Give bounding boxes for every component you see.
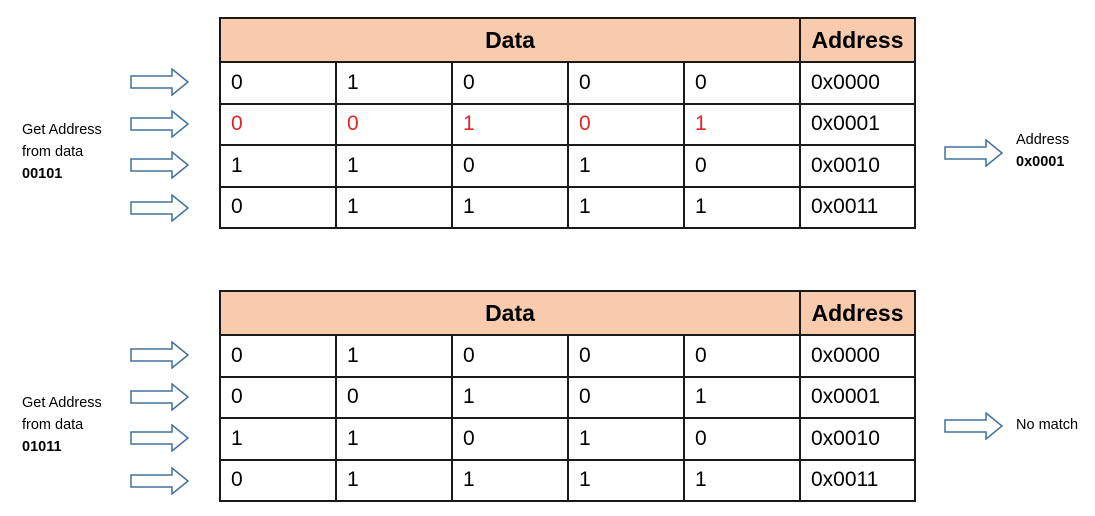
result-label: Address 0x0001 [1016,129,1069,173]
data-bit-cell: 0 [683,61,801,105]
data-bit-cell: 0 [219,61,337,105]
data-bit-cell: 1 [219,417,337,461]
data-bit-cell: 1 [219,144,337,188]
query-label: Get Address from data 01011 [22,392,102,458]
right-arrow-icon [130,68,190,96]
cam-panel-2: Data Address 0 1 0 0 0 0x0000 0 0 1 0 1 … [0,273,1095,513]
address-cell: 0x0010 [799,144,916,188]
data-bit-cell-match: 1 [451,102,569,146]
data-bit-cell: 1 [335,144,453,188]
data-bit-cell: 0 [683,144,801,188]
data-bit-cell: 0 [451,144,569,188]
data-bit-cell: 1 [335,185,453,229]
result-address: 0x0001 [1016,154,1065,170]
data-bit-cell: 1 [335,458,453,502]
data-bit-cell: 1 [567,417,685,461]
right-arrow-icon [130,383,190,411]
table-header-row: Data Address [219,290,916,336]
data-bit-cell: 0 [219,334,337,378]
data-bit-cell: 0 [335,375,453,419]
data-bit-cell: 0 [451,61,569,105]
data-bit-cell: 0 [219,185,337,229]
result-label: No match [1016,414,1078,436]
data-bit-cell-match: 0 [567,102,685,146]
right-arrow-icon [130,424,190,452]
data-bit-cell-match: 0 [219,102,337,146]
query-label-line1: Get Address [22,122,102,138]
right-arrow-icon [130,110,190,138]
data-bit-cell: 1 [335,417,453,461]
data-bit-cell: 1 [567,458,685,502]
result-text: No match [1016,417,1079,433]
address-header: Address [799,17,916,63]
data-bit-cell-match: 0 [335,102,453,146]
table-header-row: Data Address [219,17,916,63]
result-text: Address [1016,132,1070,148]
data-bit-cell: 1 [567,185,685,229]
data-bit-cell: 0 [567,375,685,419]
query-bits: 01011 [22,439,62,455]
right-arrow-icon [130,467,190,495]
data-header: Data [219,290,801,336]
data-bit-cell: 1 [451,185,569,229]
address-cell: 0x0010 [799,417,916,461]
right-arrow-icon [130,194,190,222]
data-bit-cell: 1 [683,185,801,229]
right-arrow-icon [130,151,190,179]
data-bit-cell: 1 [683,458,801,502]
data-bit-cell: 0 [683,417,801,461]
address-header: Address [799,290,916,336]
query-label: Get Address from data 00101 [22,119,102,185]
address-cell: 0x0000 [799,334,916,378]
data-bit-cell: 1 [451,458,569,502]
address-cell: 0x0000 [799,61,916,105]
table-row-match: 0 0 1 0 1 0x0001 [219,102,916,146]
data-bit-cell-match: 1 [683,102,801,146]
table-row: 0 1 1 1 1 0x0011 [219,458,916,502]
query-label-line2: from data [22,417,84,433]
data-bit-cell: 1 [567,144,685,188]
data-bit-cell: 0 [683,334,801,378]
data-bit-cell: 0 [567,334,685,378]
table-row: 1 1 0 1 0 0x0010 [219,417,916,461]
table-row: 1 1 0 1 0 0x0010 [219,144,916,188]
address-cell: 0x0001 [799,102,916,146]
table-row: 0 1 0 0 0 0x0000 [219,334,916,378]
data-bit-cell: 1 [683,375,801,419]
data-bit-cell: 1 [335,334,453,378]
data-bit-cell: 0 [451,417,569,461]
address-cell: 0x0011 [799,458,916,502]
right-arrow-icon [944,411,1004,441]
data-bit-cell: 0 [451,334,569,378]
query-bits: 00101 [22,166,63,182]
table-row: 0 0 1 0 1 0x0001 [219,375,916,419]
data-bit-cell: 0 [219,458,337,502]
query-label-line1: Get Address [22,395,102,411]
cam-table: Data Address 0 1 0 0 0 0x0000 0 0 1 0 1 … [219,17,916,229]
data-bit-cell: 1 [451,375,569,419]
cam-table: Data Address 0 1 0 0 0 0x0000 0 0 1 0 1 … [219,290,916,502]
cam-panel-1: Data Address 0 1 0 0 0 0x0000 0 0 1 0 1 … [0,0,1095,240]
data-header: Data [219,17,801,63]
data-bit-cell: 1 [335,61,453,105]
data-bit-cell: 0 [567,61,685,105]
table-row: 0 1 1 1 1 0x0011 [219,185,916,229]
data-bit-cell: 0 [219,375,337,419]
address-cell: 0x0001 [799,375,916,419]
right-arrow-icon [944,138,1004,168]
address-cell: 0x0011 [799,185,916,229]
table-row: 0 1 0 0 0 0x0000 [219,61,916,105]
right-arrow-icon [130,341,190,369]
query-label-line2: from data [22,144,84,160]
